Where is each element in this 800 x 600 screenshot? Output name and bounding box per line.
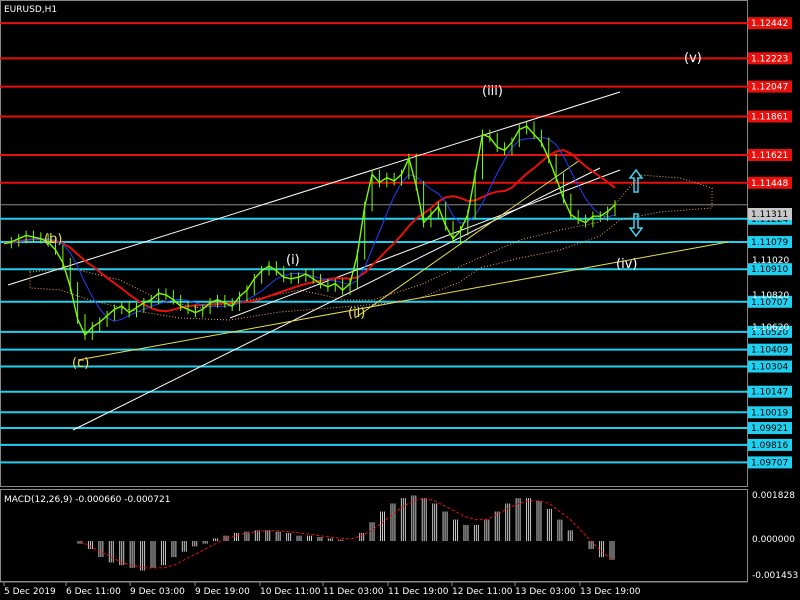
support-level-label: 1.10019: [751, 408, 788, 418]
axis-tick-3: 1.10620: [752, 323, 789, 333]
macd-signal-line: [79, 497, 613, 569]
resistance-level-label: 1.12223: [751, 54, 788, 64]
channel-lower-line: [72, 167, 601, 431]
wave-label-c: (c): [72, 356, 89, 371]
x-tick-label: 9 Dec 19:00: [195, 587, 250, 597]
price-axis: 1.12442 1.12223 1.12047 1.11861 1.11621 1.114…: [748, 17, 792, 469]
yellow-trendline-2: [354, 159, 581, 319]
x-tick-label: 13 Dec 19:00: [580, 587, 641, 597]
wave-label-iii: (iii): [482, 84, 503, 99]
support-level-label-box: [748, 406, 792, 419]
axis-tick-2: 1.10820: [752, 291, 789, 301]
wave-label-b: (b): [44, 232, 62, 247]
support-level-label: 1.09816: [751, 441, 788, 451]
price-levels: [0, 22, 748, 464]
macd-indicator: [77, 495, 615, 571]
support-level-label: 1.10707: [751, 298, 788, 308]
support-level-label-box: [748, 295, 792, 308]
ichimoku-cloud: [29, 174, 713, 321]
support-level-label-box: [748, 360, 792, 373]
support-level-label: 1.10520: [751, 328, 788, 338]
wave-label-ii: (ii): [348, 306, 365, 321]
chart-title: EURUSD,H1: [4, 5, 57, 15]
main-panel-frame: [0, 0, 748, 487]
yellow-trendline: [77, 241, 729, 361]
price-line: [3, 125, 616, 337]
chart-overlays: [7, 91, 729, 431]
current-price-box: [748, 208, 792, 220]
x-tick-label: 13 Dec 03:00: [515, 587, 576, 597]
x-tick-label: 10 Dec 11:00: [260, 587, 321, 597]
resistance-level-label: 1.12047: [751, 83, 788, 93]
resistance-level-label-box: [748, 149, 792, 162]
x-tick-label: 9 Dec 03:00: [130, 587, 185, 597]
support-level-label: 1.09921: [751, 424, 788, 434]
fast-ma-line: [3, 136, 616, 322]
support-level-label-box: [748, 385, 792, 398]
moving-averages: [3, 136, 616, 322]
x-tick-label: 6 Dec 11:00: [66, 587, 121, 597]
price-series: [3, 121, 616, 340]
support-level-label-box: [748, 325, 792, 338]
x-tick-label: 5 Dec 2019: [4, 587, 56, 597]
arrow-up-icon: [628, 168, 644, 193]
support-level-label-box: [748, 263, 792, 276]
x-tick-label: 11 Dec 03:00: [323, 587, 384, 597]
support-level-label-box: [748, 236, 792, 249]
resistance-level-label: 1.11861: [751, 112, 788, 122]
support-level-label-box: [748, 343, 792, 356]
x-tick-label: 11 Dec 19:00: [388, 587, 449, 597]
slow-ma-line: [3, 149, 616, 313]
wave-label-v: (v): [684, 51, 702, 66]
resistance-level-label-box: [748, 17, 792, 30]
support-level-label: 1.11079: [751, 238, 788, 248]
resistance-level-label-box: [748, 110, 792, 123]
resistance-level-label: 1.12442: [751, 19, 788, 29]
current-price-label: 1.11311: [751, 210, 788, 220]
resistance-level-label: 1.11448: [751, 179, 788, 189]
resistance-level-label-box: [748, 80, 792, 93]
channel-mid-line: [229, 169, 621, 319]
macd-tick-bottom: -0.001453: [752, 571, 798, 581]
support-level-label-box: [748, 422, 792, 435]
wave-label-iv: (iv): [616, 257, 637, 272]
support-level-label: 1.10147: [751, 388, 788, 398]
x-tick-label: 12 Dec 11:00: [452, 587, 513, 597]
arrow-down-icon: [628, 213, 644, 238]
support-level-label: 1.10409: [751, 346, 788, 356]
wave-label-i: (i): [286, 253, 300, 268]
support-level-label: 1.09707: [751, 458, 788, 468]
x-axis-ticks: 5 Dec 2019 6 Dec 11:00 9 Dec 03:00 9 Dec 19…: [3, 582, 641, 597]
support-level-label-box: [748, 438, 792, 451]
support-level-label-box: [748, 456, 792, 469]
macd-tick-top: 0.001828: [752, 491, 795, 501]
resistance-level-label-box: [748, 176, 792, 189]
support-level-label: 1.10304: [751, 363, 788, 373]
macd-tick-zero: 0.000000: [752, 535, 795, 545]
support-level-label: 1.10910: [751, 265, 788, 275]
axis-tick-1: 1.11020: [752, 256, 789, 266]
resistance-level-label-box: [748, 52, 792, 65]
macd-label: MACD(12,26,9) -0.000660 -0.000721: [4, 495, 170, 505]
resistance-level-label: 1.11621: [751, 151, 788, 161]
channel-upper-line: [7, 91, 621, 286]
